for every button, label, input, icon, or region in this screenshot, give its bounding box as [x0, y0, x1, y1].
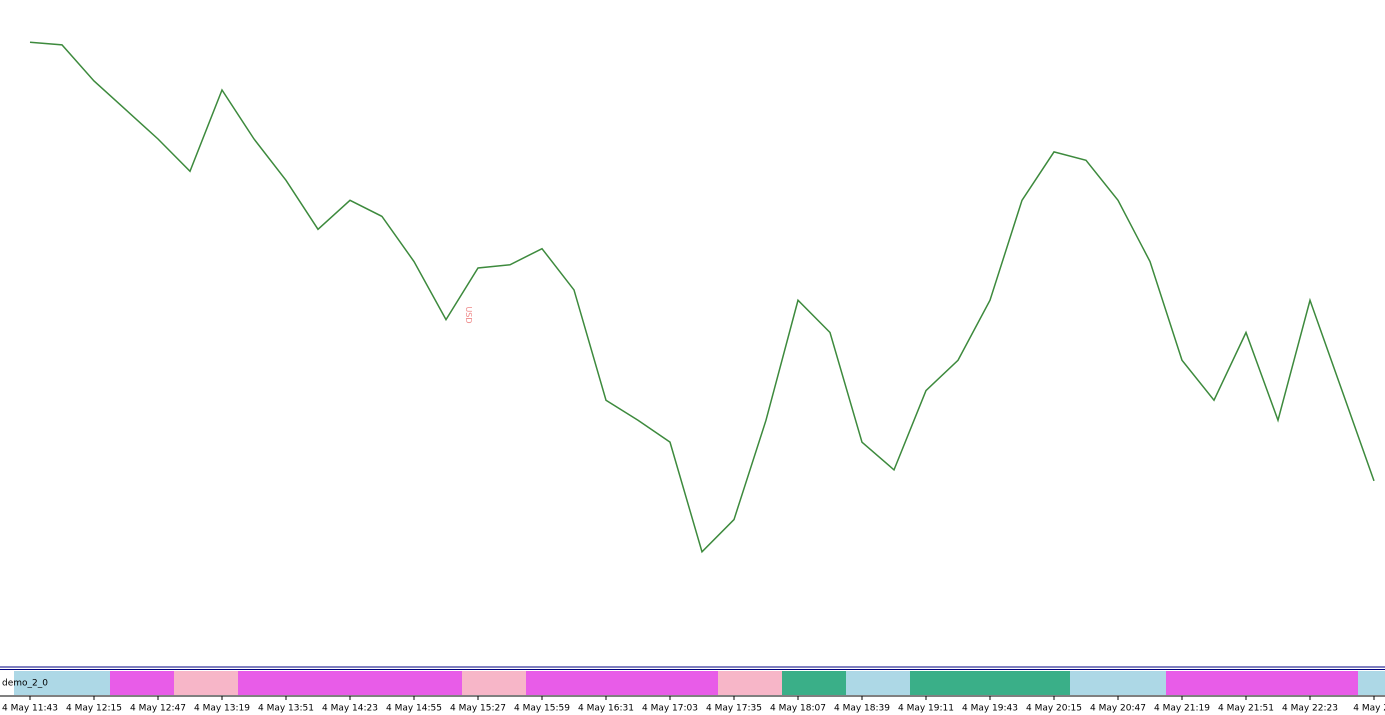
x-tick-label: 4 May 21:51: [1218, 704, 1274, 714]
indicator-cell: [110, 671, 143, 695]
indicator-cell: [302, 671, 335, 695]
indicator-cell: [686, 671, 719, 695]
indicator-cell: [430, 671, 463, 695]
indicator-cell: [1006, 671, 1039, 695]
indicator-cell: [46, 671, 79, 695]
indicator-cell: [174, 671, 207, 695]
indicator-cell: [750, 671, 783, 695]
indicator-cell: [1230, 671, 1263, 695]
x-tick-label: 4 May 15:59: [514, 704, 570, 714]
indicator-cell: [270, 671, 303, 695]
indicator-cell: [974, 671, 1007, 695]
plot: [29, 41, 1375, 554]
x-tick-label: 4 May 18:07: [770, 704, 826, 714]
indicator-cell: [558, 671, 591, 695]
x-tick-label: 4 May 20:15: [1026, 704, 1082, 714]
indicator-cell: [1326, 671, 1359, 695]
x-tick-label: 4 May 19:43: [962, 704, 1018, 714]
indicator-cell: [334, 671, 367, 695]
indicator-cell: [1166, 671, 1199, 695]
indicator-cell: [78, 671, 111, 695]
indicator-cell: [1102, 671, 1135, 695]
x-tick-label: 4 May 13:51: [258, 704, 314, 714]
annotation: USD: [464, 306, 473, 323]
indicator-cell: [910, 671, 943, 695]
x-tick-label: 4 May 22:23: [1282, 704, 1338, 714]
x-tick-label: 4 May 12:15: [66, 704, 122, 714]
indicator-cell: [590, 671, 623, 695]
indicator-cell: [1070, 671, 1103, 695]
x-tick-label: 4 May 14:55: [386, 704, 442, 714]
indicator-cell: [1134, 671, 1167, 695]
x-tick-label: 4 May 21:19: [1154, 704, 1210, 714]
indicator-cell: [1262, 671, 1295, 695]
price-line: [29, 41, 1375, 554]
indicator-cell: [878, 671, 911, 695]
indicator-cell: [1294, 671, 1327, 695]
indicator-cell: [782, 671, 815, 695]
x-tick-label: 4 May 14:23: [322, 704, 378, 714]
x-tick-label: 4 May 22: [1353, 704, 1385, 714]
indicator-cell: [206, 671, 239, 695]
x-tick-label: 4 May 12:47: [130, 704, 186, 714]
x-tick-label: 4 May 18:39: [834, 704, 890, 714]
indicator-cell: [398, 671, 431, 695]
indicator-strip: [14, 671, 1385, 695]
indicator-cell: [846, 671, 879, 695]
x-tick-label: 4 May 16:31: [578, 704, 634, 714]
x-tick-label: 4 May 20:47: [1090, 704, 1146, 714]
indicator-cell: [238, 671, 271, 695]
indicator-label: demo_2_0: [2, 679, 48, 689]
indicator-cell: [942, 671, 975, 695]
indicator-cell: [654, 671, 687, 695]
indicator-cell: [366, 671, 399, 695]
indicator-cell: [622, 671, 655, 695]
x-tick-label: 4 May 11:43: [2, 704, 58, 714]
indicator-cell: [1198, 671, 1231, 695]
indicator-cell: [142, 671, 175, 695]
indicator-cell: [814, 671, 847, 695]
x-tick-label: 4 May 13:19: [194, 704, 250, 714]
indicator-cell: [494, 671, 527, 695]
indicator-cell: [1038, 671, 1071, 695]
x-tick-label: 4 May 17:03: [642, 704, 698, 714]
indicator-cell: [526, 671, 559, 695]
indicator-cell: [1358, 671, 1385, 695]
x-tick-label: 4 May 15:27: [450, 704, 506, 714]
indicator-cell: [14, 671, 47, 695]
x-tick-label: 4 May 19:11: [898, 704, 954, 714]
indicator-cell: [462, 671, 495, 695]
x-tick-label: 4 May 17:35: [706, 704, 762, 714]
indicator-cell: [718, 671, 751, 695]
